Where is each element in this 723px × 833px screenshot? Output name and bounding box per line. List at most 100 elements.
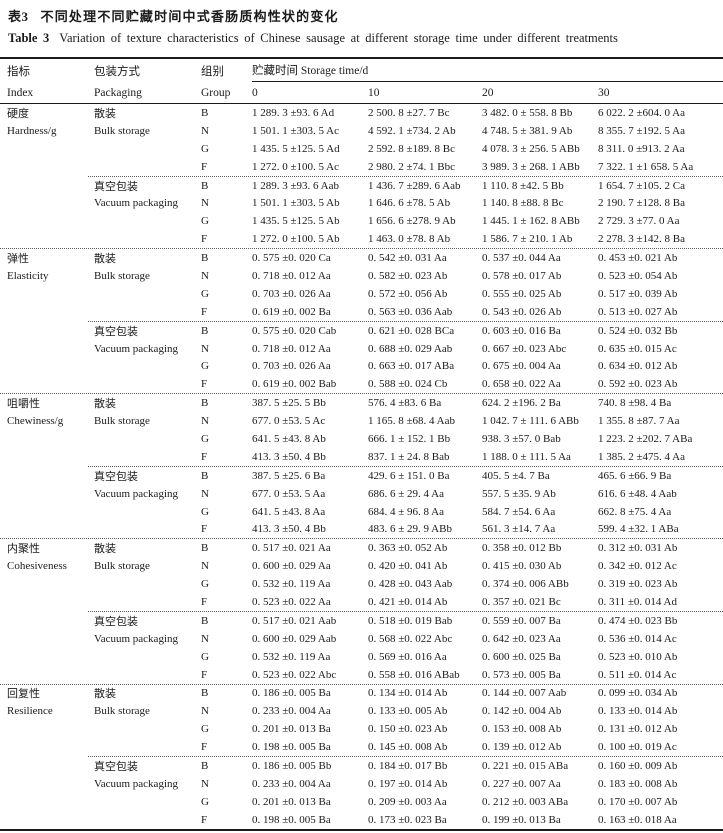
header-time-10: 10 <box>368 86 380 99</box>
value-cell: 1 188. 0 ± 111. 5 Aa <box>482 450 571 463</box>
value-cell: 1 042. 7 ± 111. 6 ABb <box>482 415 579 428</box>
value-cell: 0. 663 ±0. 017 ABa <box>368 360 455 373</box>
value-cell: 0. 619 ±0. 002 Ba <box>252 305 331 318</box>
value-cell: 1 656. 6 ±278. 9 Ab <box>368 215 456 228</box>
group-cell: N <box>201 124 209 137</box>
value-cell: 0. 198 ±0. 005 Ba <box>252 813 331 826</box>
packaging-label-zh: 散装 <box>94 107 116 120</box>
table-row: Vacuum packaging N 0. 233 ±0. 004 Aa 0. 197… <box>0 775 723 793</box>
value-cell: 641. 5 ±43. 8 Ab <box>252 432 326 445</box>
group-cell: G <box>201 650 209 663</box>
value-cell: 0. 543 ±0. 026 Ab <box>482 305 562 318</box>
value-cell: 0. 575 ±0. 020 Ca <box>252 252 331 265</box>
value-cell: 2 729. 3 ±77. 0 Aa <box>598 215 680 228</box>
value-cell: 0. 199 ±0. 013 Ba <box>482 813 561 826</box>
value-cell: 616. 6 ±48. 4 Aab <box>598 487 677 500</box>
table-row: 弹性 散装 B 0. 575 ±0. 020 Ca 0. 542 ±0. 031 Aa 0… <box>0 249 723 267</box>
index-cell: Resilience <box>7 705 53 718</box>
group-cell: B <box>201 106 209 119</box>
value-cell: 429. 6 ± 151. 0 Ba <box>368 469 450 482</box>
group-cell: B <box>201 252 209 265</box>
value-cell: 0. 150 ±0. 023 Ab <box>368 723 448 736</box>
table-row: G 641. 5 ±43. 8 Aa 684. 4 ± 96. 8 Aa 584. 7… <box>0 503 723 521</box>
value-cell: 0. 212 ±0. 003 ABa <box>482 795 569 808</box>
value-cell: 0. 139 ±0. 012 Ab <box>482 741 562 754</box>
value-cell: 4 078. 3 ± 256. 5 ABb <box>482 142 580 155</box>
value-cell: 0. 635 ±0. 015 Ac <box>598 342 677 355</box>
packaging-label-zh: 散装 <box>94 253 116 266</box>
value-cell: 0. 184 ±0. 017 Bb <box>368 760 448 772</box>
group-cell: B <box>201 469 209 482</box>
value-cell: 405. 5 ±4. 7 Ba <box>482 469 550 482</box>
value-cell: 0. 186 ±0. 005 Ba <box>252 687 331 700</box>
value-cell: 0. 658 ±0. 022 Aa <box>482 378 561 391</box>
group-cell: B <box>201 542 209 555</box>
value-cell: 1 501. 1 ±303. 5 Ac <box>252 124 340 137</box>
group-cell: G <box>201 723 209 736</box>
value-cell: 1 501. 1 ±303. 5 Ab <box>252 197 340 210</box>
group-cell: F <box>201 450 208 463</box>
group-cell: F <box>201 160 208 173</box>
value-cell: 837. 1 ± 24. 8 Bab <box>368 450 450 463</box>
value-cell: 1 289. 3 ±93. 6 Ad <box>252 106 335 119</box>
group-divider-dotted <box>0 538 723 540</box>
table-row: 内聚性 散装 B 0. 517 ±0. 021 Aa 0. 363 ±0. 052 Ab… <box>0 539 723 557</box>
group-cell: F <box>201 813 208 826</box>
value-cell: 0. 186 ±0. 005 Bb <box>252 760 332 772</box>
table-row: G 0. 703 ±0. 026 Aa 0. 572 ±0. 056 Ab 0. 55… <box>0 285 723 303</box>
value-cell: 0. 131 ±0. 012 Ab <box>598 723 678 736</box>
value-cell: 0. 718 ±0. 012 Aa <box>252 342 331 355</box>
value-cell: 0. 518 ±0. 019 Bab <box>368 614 453 627</box>
value-cell: 0. 621 ±0. 028 BCa <box>368 324 455 337</box>
value-cell: 0. 145 ±0. 008 Ab <box>368 741 448 754</box>
header-index-zh: 指标 <box>7 65 30 78</box>
section-divider-dotted <box>88 175 723 177</box>
value-cell: 0. 227 ±0. 007 Aa <box>482 777 561 790</box>
packaging-cell: Vacuum packaging <box>94 632 178 645</box>
value-cell: 0. 588 ±0. 024 Cb <box>368 378 448 391</box>
value-cell: 1 272. 0 ±100. 5 Ab <box>252 233 340 246</box>
value-cell: 0. 600 ±0. 029 Aab <box>252 632 337 645</box>
value-cell: 0. 600 ±0. 029 Aa <box>252 560 331 573</box>
value-cell: 2 500. 8 ±27. 7 Bc <box>368 106 450 119</box>
table-row: 咀嚼性 散装 B 387. 5 ±25. 5 Bb 576. 4 ±83. 6 Ba 62… <box>0 394 723 412</box>
table-row: G 0. 532 ±0. 119 Aa 0. 428 ±0. 043 Aab 0. 3… <box>0 575 723 593</box>
value-cell: 0. 642 ±0. 023 Aa <box>482 632 561 645</box>
value-cell: 938. 3 ±57. 0 Bab <box>482 432 561 445</box>
value-cell: 0. 536 ±0. 014 Ac <box>598 632 677 645</box>
value-cell: 0. 523 ±0. 022 Abc <box>252 668 337 681</box>
value-cell: 0. 603 ±0. 016 Ba <box>482 324 561 337</box>
value-cell: 465. 6 ±66. 9 Ba <box>598 469 672 482</box>
value-cell: 4 592. 1 ±734. 2 Ab <box>368 124 456 137</box>
value-cell: 599. 4 ±32. 1 ABa <box>598 523 679 536</box>
value-cell: 0. 357 ±0. 021 Bc <box>482 595 561 608</box>
value-cell: 0. 675 ±0. 004 Aa <box>482 360 561 373</box>
packaging-label-zh: 真空包装 <box>94 325 138 338</box>
table-row: F 1 272. 0 ±100. 5 Ab 1 463. 0 ±78. 8 Ab 1 … <box>0 230 723 248</box>
value-cell: 1 463. 0 ±78. 8 Ab <box>368 233 451 246</box>
header-packaging-en: Packaging <box>94 86 142 99</box>
value-cell: 0. 415 ±0. 030 Ab <box>482 560 562 573</box>
index-label-zh: 内聚性 <box>7 543 40 556</box>
value-cell: 2 592. 8 ±189. 8 Bc <box>368 142 456 155</box>
value-cell: 0. 592 ±0. 023 Ab <box>598 378 678 391</box>
value-cell: 0. 569 ±0. 016 Aa <box>368 650 447 663</box>
value-cell: 0. 201 ±0. 013 Ba <box>252 795 331 808</box>
packaging-cell: Bulk storage <box>94 124 150 137</box>
value-cell: 0. 099 ±0. 034 Ab <box>598 687 678 700</box>
group-cell: F <box>201 233 208 246</box>
table-row: F 0. 198 ±0. 005 Ba 0. 173 ±0. 023 Ba 0. 19… <box>0 811 723 829</box>
index-cell: Chewiness/g <box>7 415 64 428</box>
value-cell: 8 355. 7 ±192. 5 Aa <box>598 124 686 137</box>
packaging-label-zh: 真空包装 <box>94 180 138 193</box>
value-cell: 0. 312 ±0. 031 Ab <box>598 542 678 555</box>
value-cell: 0. 342 ±0. 012 Ac <box>598 560 677 573</box>
group-cell: G <box>201 505 209 518</box>
value-cell: 0. 198 ±0. 005 Ba <box>252 741 331 754</box>
table-row: G 1 435. 5 ±125. 5 Ab 1 656. 6 ±278. 9 Ab 1… <box>0 212 723 230</box>
table-row: F 0. 198 ±0. 005 Ba 0. 145 ±0. 008 Ab 0. 13… <box>0 738 723 756</box>
value-cell: 0. 233 ±0. 004 Aa <box>252 777 331 790</box>
table-row: F 0. 523 ±0. 022 Abc 0. 558 ±0. 016 ABab 0.… <box>0 666 723 684</box>
value-cell: 0. 201 ±0. 013 Ba <box>252 723 331 736</box>
group-cell: N <box>201 487 209 500</box>
